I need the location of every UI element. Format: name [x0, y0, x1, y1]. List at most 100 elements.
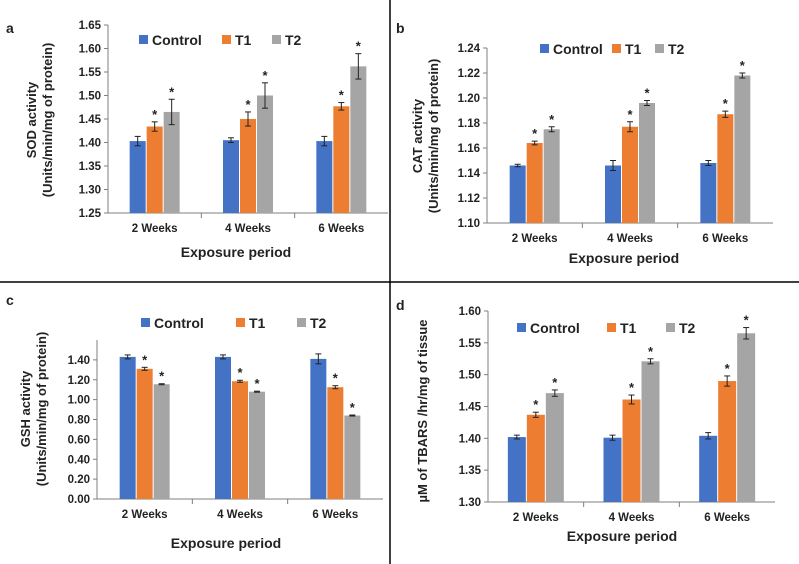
bar-control: [700, 163, 717, 223]
bar-control: [605, 165, 621, 223]
x-tick-label: 2 Weeks: [132, 223, 178, 235]
y-tick-label: 1.24: [458, 43, 481, 55]
significance-marker: *: [723, 96, 729, 111]
bar-t1: [146, 126, 163, 213]
bar-t2: [153, 384, 170, 499]
bar-t2: [543, 129, 560, 223]
significance-marker: *: [333, 371, 339, 386]
legend-swatch-control: [139, 35, 148, 44]
y-axis-title-line1: SOD activity: [24, 81, 39, 158]
legend-swatch-t1: [236, 318, 245, 327]
y-axis-title-line2: (Units/min/mg of protein): [34, 332, 49, 487]
y-tick-label: 1.65: [79, 20, 102, 32]
bar-t2: [350, 66, 367, 213]
panel-letter: a: [6, 20, 14, 36]
y-axis-title-line1: GSH activity: [18, 370, 33, 447]
y-tick-label: 1.50: [79, 91, 101, 103]
bar-control: [119, 356, 136, 499]
bar-t1: [327, 387, 344, 499]
y-tick-label: 1.18: [458, 118, 481, 130]
significance-marker: *: [356, 39, 362, 54]
y-tick-label: 1.45: [79, 114, 102, 126]
x-tick-label: 4 Weeks: [609, 512, 655, 524]
y-tick-label: 1.20: [68, 375, 90, 387]
x-tick-label: 4 Weeks: [217, 509, 263, 521]
legend-label-control: Control: [553, 41, 603, 57]
bar-control: [507, 437, 526, 502]
panel-letter: b: [396, 20, 405, 36]
significance-marker: *: [142, 352, 148, 367]
legend-label-t1: T1: [620, 320, 637, 336]
y-tick-label: 1.40: [68, 355, 90, 367]
y-tick-label: 1.45: [459, 402, 482, 414]
y-tick-label: 1.35: [79, 161, 102, 173]
legend-label-t2: T2: [679, 320, 696, 336]
legend-label-t2: T2: [310, 315, 327, 331]
legend-swatch-control: [141, 318, 150, 327]
legend-label-t1: T1: [249, 315, 266, 331]
significance-marker: *: [262, 68, 268, 83]
legend-label-t1: T1: [625, 41, 642, 57]
y-axis-title-line2: (Units/min/mg of protein): [426, 59, 441, 214]
legend-swatch-t2: [666, 323, 675, 332]
y-tick-label: 1.12: [458, 193, 480, 205]
legend-swatch-control: [540, 44, 549, 53]
y-tick-label: 1.25: [79, 208, 102, 220]
y-axis-title: SOD activity (Units/min/mg of protein): [24, 43, 55, 198]
significance-marker: *: [350, 400, 356, 415]
y-tick-label: 1.60: [459, 306, 481, 318]
bar-control: [316, 141, 333, 213]
y-tick-label: 1.20: [458, 93, 480, 105]
bar-t1: [136, 368, 153, 499]
significance-marker: *: [152, 107, 158, 122]
y-axis-title-line1: µM of TBARS /hr/mg of tissue: [415, 320, 430, 503]
y-tick-label: 1.55: [459, 338, 482, 350]
panel-letter: c: [6, 292, 14, 308]
y-axis-title: µM of TBARS /hr/mg of tissue: [415, 320, 430, 503]
legend-label-t2: T2: [285, 32, 302, 48]
significance-marker: *: [629, 380, 635, 395]
significance-marker: *: [533, 397, 539, 412]
y-tick-label: 1.14: [458, 168, 481, 180]
y-tick-label: 0.00: [68, 494, 90, 506]
x-tick-label: 6 Weeks: [704, 512, 750, 524]
y-axis-title: CAT activity (Units/min/mg of protein): [410, 59, 441, 214]
x-tick-label: 6 Weeks: [312, 509, 358, 521]
panel-c: c Control T1 T2 GSH activity (Units/min/…: [6, 292, 383, 551]
y-tick-label: 1.00: [68, 395, 90, 407]
y-axis-title-line2: (Units/min/mg of protein): [40, 43, 55, 198]
significance-marker: *: [159, 369, 165, 384]
bar-t1: [622, 126, 638, 223]
plot-area: 1.25 1.30 1.35 1.40 1.45 1.50 1.55 1.60 1.65 2 We…: [79, 20, 388, 235]
significance-marker: *: [627, 107, 633, 122]
y-axis-title: GSH activity (Units/min/mg of protein): [18, 332, 49, 487]
significance-marker: *: [532, 126, 538, 141]
x-tick-label: 2 Weeks: [513, 512, 559, 524]
plot-area: 1.30 1.35 1.40 1.45 1.50 1.55 1.60 2 Weeks * * 4 W…: [459, 306, 775, 524]
bar-control: [129, 141, 146, 213]
significance-marker: *: [552, 375, 558, 390]
significance-marker: *: [169, 84, 175, 99]
legend-swatch-t1: [607, 323, 616, 332]
panel-letter: d: [396, 297, 405, 313]
legend: Control T1 T2: [517, 320, 696, 336]
x-tick-label: 2 Weeks: [512, 233, 558, 245]
x-tick-label: 6 Weeks: [318, 223, 364, 235]
legend-label-control: Control: [530, 320, 580, 336]
legend: Control T1 T2: [139, 32, 302, 48]
x-tick-label: 4 Weeks: [607, 233, 653, 245]
bar-t2: [545, 393, 564, 502]
legend-swatch-t2: [297, 318, 306, 327]
x-axis-title: Exposure period: [181, 244, 291, 260]
significance-marker: *: [648, 344, 654, 359]
bar-t2: [641, 361, 660, 502]
y-tick-label: 1.40: [79, 138, 101, 150]
y-tick-label: 1.35: [459, 465, 482, 477]
significance-marker: *: [237, 365, 243, 380]
bar-control: [509, 165, 526, 223]
y-tick-label: 0.20: [68, 474, 90, 486]
significance-marker: *: [725, 361, 731, 376]
bar-control: [603, 437, 622, 502]
x-axis-title: Exposure period: [567, 528, 677, 544]
